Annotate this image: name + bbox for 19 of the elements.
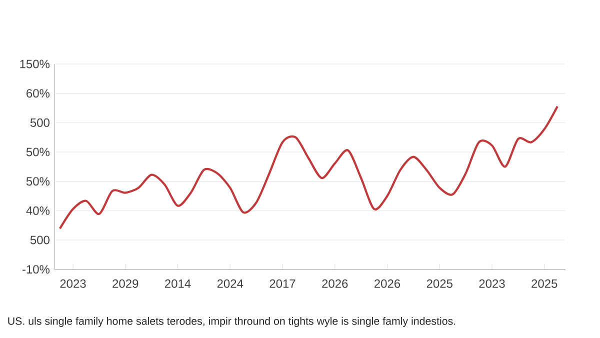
x-tick-label: 2017	[270, 279, 296, 288]
text: 40%	[26, 206, 50, 215]
x-tick-label: 2024	[217, 279, 244, 288]
x-tick-label: 2014	[165, 279, 191, 288]
x-tick-label: 2025	[426, 279, 452, 288]
text: 500	[30, 236, 50, 244]
x-tick-label: 2029	[112, 279, 138, 288]
text: 50%	[26, 177, 50, 186]
x-tick-label: 2025	[532, 279, 558, 288]
text: 150%	[20, 60, 50, 68]
text: 50%	[26, 148, 50, 156]
x-tick-label: 2026	[374, 279, 400, 288]
x-tick-label: 2026	[322, 279, 348, 288]
text: 500	[30, 118, 50, 127]
x-tick-label: 2023	[479, 279, 505, 288]
text: -10%	[22, 265, 50, 274]
text: 60%	[26, 89, 50, 98]
text: US. uls single family home salets terodes, impir thround on tights wyle is single famly indestios.	[8, 317, 456, 327]
x-tick-label: 2023	[60, 279, 86, 288]
